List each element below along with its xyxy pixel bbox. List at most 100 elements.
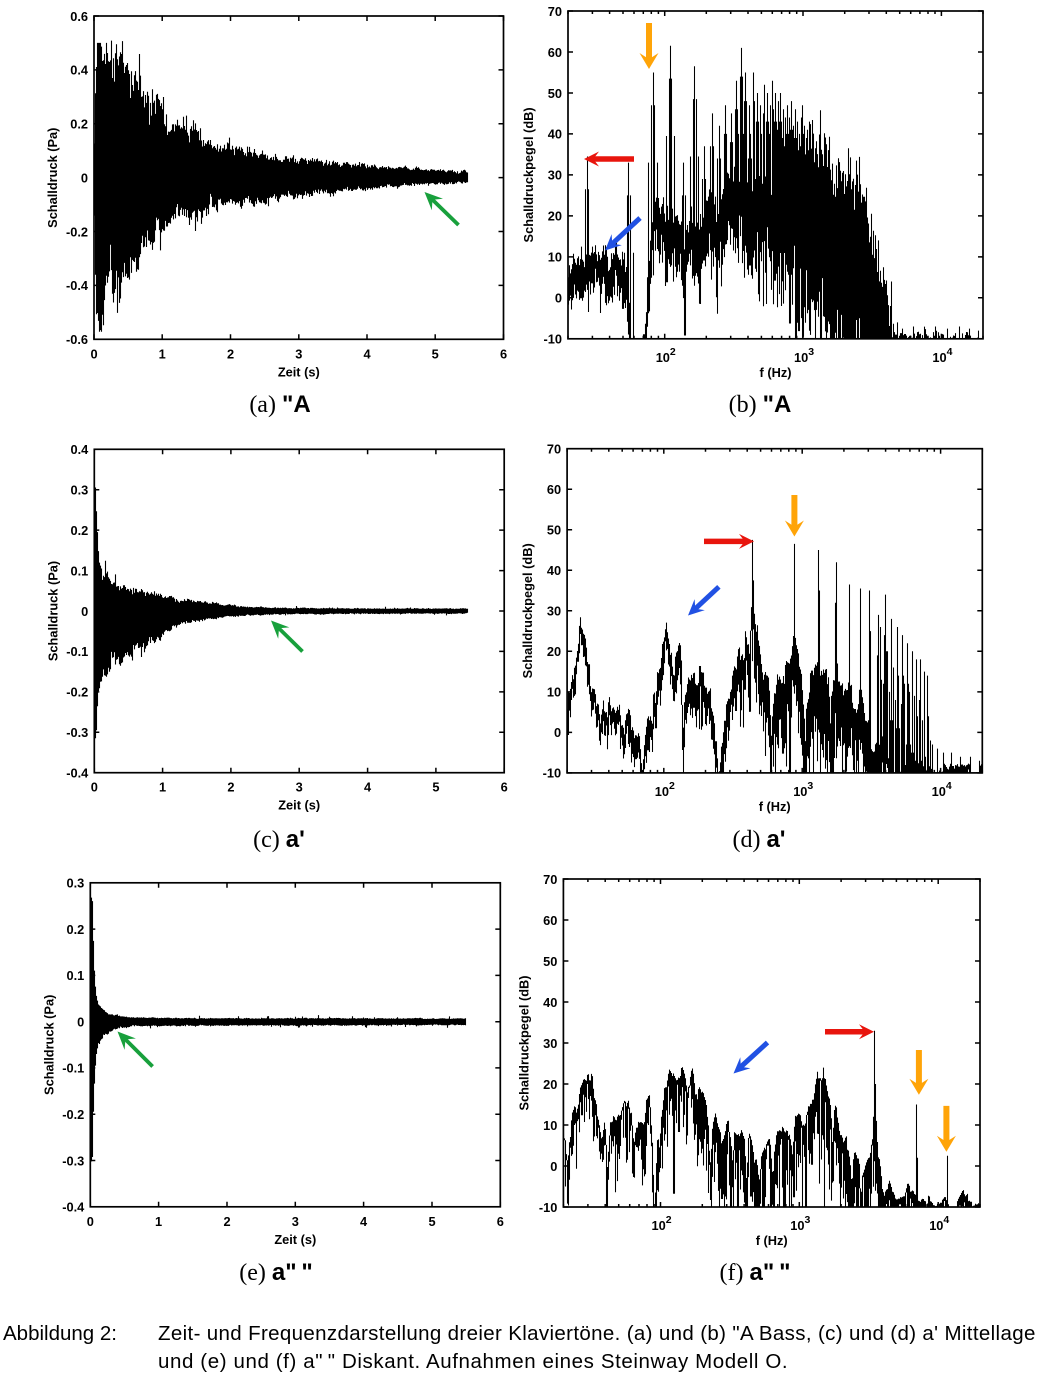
svg-text:40: 40	[548, 127, 562, 142]
svg-text:5: 5	[432, 346, 439, 361]
svg-text:20: 20	[543, 1077, 557, 1092]
svg-text:60: 60	[548, 45, 562, 60]
svg-text:0.4: 0.4	[70, 63, 89, 78]
svg-text:0: 0	[90, 346, 97, 361]
svg-text:103: 103	[790, 1214, 810, 1233]
svg-text:-0.4: -0.4	[66, 766, 89, 781]
svg-text:-0.2: -0.2	[66, 685, 88, 700]
svg-text:-10: -10	[539, 1200, 558, 1215]
svg-text:103: 103	[794, 346, 814, 365]
svg-text:20: 20	[548, 209, 562, 224]
svg-text:70: 70	[543, 872, 557, 887]
svg-text:4: 4	[363, 346, 371, 361]
svg-text:0: 0	[555, 291, 562, 306]
svg-text:104: 104	[932, 780, 952, 799]
svg-text:0.1: 0.1	[67, 968, 85, 983]
svg-text:40: 40	[543, 995, 557, 1010]
svg-text:50: 50	[548, 86, 562, 101]
svg-text:70: 70	[547, 442, 561, 457]
svg-text:Schalldruck (Pa): Schalldruck (Pa)	[45, 561, 60, 661]
svg-text:0.4: 0.4	[71, 442, 90, 457]
svg-text:60: 60	[547, 482, 561, 497]
svg-text:(f) a" ": (f) a" "	[720, 1259, 791, 1286]
svg-text:0: 0	[77, 1015, 84, 1030]
svg-text:-0.4: -0.4	[62, 1200, 85, 1215]
svg-text:60: 60	[543, 913, 557, 928]
svg-text:70: 70	[548, 4, 562, 19]
svg-text:10: 10	[548, 250, 562, 265]
svg-text:-10: -10	[544, 332, 563, 347]
svg-text:Schalldruck (Pa): Schalldruck (Pa)	[45, 128, 60, 228]
svg-text:0: 0	[81, 604, 88, 619]
svg-text:0.2: 0.2	[70, 117, 88, 132]
svg-text:20: 20	[547, 644, 561, 659]
svg-text:0.6: 0.6	[70, 9, 88, 24]
svg-text:Zeit- und Frequenzdarstellung: Zeit- und Frequenzdarstellung dreier Kla…	[158, 1322, 1036, 1345]
svg-text:-10: -10	[543, 766, 562, 781]
svg-text:40: 40	[547, 563, 561, 578]
svg-text:-0.2: -0.2	[66, 224, 88, 239]
svg-text:2: 2	[227, 780, 234, 795]
svg-text:-0.2: -0.2	[62, 1107, 84, 1122]
svg-text:0: 0	[87, 1214, 94, 1229]
svg-text:3: 3	[295, 346, 302, 361]
svg-text:0: 0	[550, 1159, 557, 1174]
svg-text:f (Hz): f (Hz)	[756, 1233, 788, 1248]
svg-text:5: 5	[432, 780, 439, 795]
svg-text:6: 6	[500, 346, 507, 361]
svg-text:6: 6	[501, 780, 508, 795]
svg-text:Schalldruckpegel (dB): Schalldruckpegel (dB)	[521, 107, 536, 242]
svg-text:Schalldruck (Pa): Schalldruck (Pa)	[41, 995, 56, 1095]
svg-text:Schalldruckpegel (dB): Schalldruckpegel (dB)	[520, 543, 535, 678]
svg-text:10: 10	[547, 685, 561, 700]
svg-text:Schalldruckpegel (dB): Schalldruckpegel (dB)	[516, 975, 531, 1110]
svg-text:103: 103	[793, 780, 813, 799]
svg-text:Zeit (s): Zeit (s)	[278, 798, 320, 813]
svg-text:102: 102	[655, 780, 675, 799]
svg-text:f (Hz): f (Hz)	[760, 365, 792, 380]
svg-text:10: 10	[543, 1118, 557, 1133]
svg-text:Zeit (s): Zeit (s)	[274, 1232, 316, 1247]
svg-text:102: 102	[656, 346, 676, 365]
svg-text:30: 30	[548, 168, 562, 183]
svg-text:(a) "A: (a) "A	[249, 391, 310, 418]
svg-text:f (Hz): f (Hz)	[759, 799, 791, 814]
svg-text:-0.6: -0.6	[66, 332, 88, 347]
svg-text:0.2: 0.2	[67, 922, 85, 937]
svg-text:0.1: 0.1	[71, 563, 89, 578]
svg-text:0: 0	[81, 170, 88, 185]
svg-text:0: 0	[554, 725, 561, 740]
svg-text:-0.3: -0.3	[62, 1153, 84, 1168]
svg-text:102: 102	[652, 1214, 672, 1233]
svg-text:3: 3	[292, 1214, 299, 1229]
svg-text:Abbildung 2:: Abbildung 2:	[3, 1322, 117, 1345]
svg-text:Zeit (s): Zeit (s)	[278, 364, 320, 379]
svg-text:0.3: 0.3	[71, 483, 89, 498]
svg-text:30: 30	[547, 604, 561, 619]
svg-text:(e) a" ": (e) a" "	[239, 1259, 313, 1286]
svg-text:50: 50	[543, 954, 557, 969]
svg-text:30: 30	[543, 1036, 557, 1051]
svg-text:104: 104	[929, 1214, 949, 1233]
svg-text:-0.4: -0.4	[66, 278, 89, 293]
svg-text:3: 3	[296, 780, 303, 795]
svg-text:1: 1	[155, 1214, 162, 1229]
svg-text:-0.1: -0.1	[66, 644, 88, 659]
svg-text:(b) "A: (b) "A	[729, 391, 792, 418]
svg-text:1: 1	[159, 346, 166, 361]
svg-text:0: 0	[91, 780, 98, 795]
svg-text:2: 2	[223, 1214, 230, 1229]
svg-text:4: 4	[360, 1214, 368, 1229]
svg-text:50: 50	[547, 523, 561, 538]
svg-text:4: 4	[364, 780, 372, 795]
svg-text:0.3: 0.3	[67, 876, 85, 891]
svg-text:0.2: 0.2	[71, 523, 89, 538]
svg-text:6: 6	[497, 1214, 504, 1229]
svg-text:(c) a': (c) a'	[253, 826, 305, 853]
svg-text:104: 104	[932, 346, 952, 365]
svg-text:2: 2	[227, 346, 234, 361]
svg-text:1: 1	[159, 780, 166, 795]
svg-text:(d) a': (d) a'	[732, 826, 785, 853]
svg-text:-0.3: -0.3	[66, 725, 88, 740]
svg-text:und (e) und (f) a" " Diskant.: und (e) und (f) a" " Diskant. Aufnahmen …	[158, 1350, 788, 1373]
